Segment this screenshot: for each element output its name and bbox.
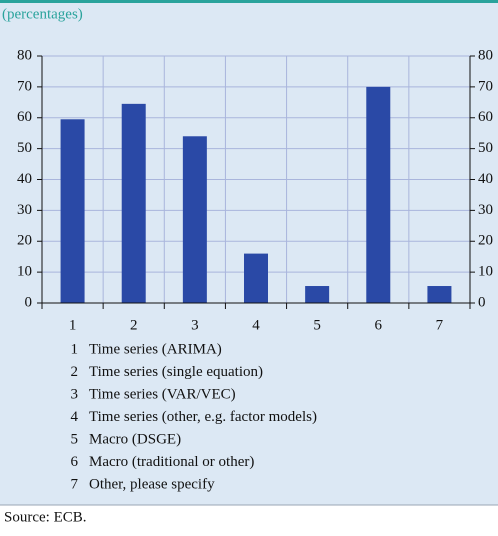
y-tick-label: 70 <box>17 78 32 94</box>
legend-label: Time series (single equation) <box>89 364 263 380</box>
y2-tick-label: 80 <box>478 47 493 63</box>
y-tick-label: 50 <box>17 140 32 156</box>
legend-label: Time series (VAR/VEC) <box>89 386 236 402</box>
y-tick-label: 60 <box>17 109 32 125</box>
legend-label: Macro (DSGE) <box>89 431 181 447</box>
y-tick-label: 0 <box>25 294 33 310</box>
y2-tick-label: 10 <box>478 264 493 280</box>
y-tick-label: 80 <box>17 47 32 63</box>
x-tick-label: 1 <box>69 317 77 333</box>
x-tick-label: 7 <box>436 317 444 333</box>
bar <box>244 253 268 303</box>
bar <box>305 286 330 303</box>
y-tick-label: 20 <box>17 233 32 249</box>
legend-number: 4 <box>71 409 79 425</box>
y-tick-label: 40 <box>17 171 32 187</box>
legend-number: 5 <box>71 431 79 447</box>
legend-number: 2 <box>71 364 79 380</box>
legend-label: Time series (other, e.g. factor models) <box>89 409 317 425</box>
bar <box>427 286 452 303</box>
legend-label: Other, please specify <box>89 476 215 492</box>
y2-tick-label: 30 <box>478 202 493 218</box>
x-tick-label: 5 <box>313 317 321 333</box>
x-tick-label: 6 <box>375 317 383 333</box>
y2-tick-label: 0 <box>478 294 486 310</box>
legend-number: 3 <box>71 386 79 402</box>
y2-tick-label: 20 <box>478 233 493 249</box>
x-tick-label: 3 <box>191 317 199 333</box>
legend-number: 1 <box>71 341 79 357</box>
bar <box>182 136 207 303</box>
y-tick-label: 30 <box>17 202 32 218</box>
source-note: Source: ECB. <box>4 509 87 525</box>
bar <box>60 119 85 303</box>
legend-label: Time series (ARIMA) <box>89 341 222 357</box>
legend-label: Macro (traditional or other) <box>89 454 254 470</box>
y2-tick-label: 50 <box>478 140 493 156</box>
x-tick-label: 4 <box>252 317 260 333</box>
y2-tick-label: 60 <box>478 109 493 125</box>
y2-tick-label: 70 <box>478 78 493 94</box>
bar <box>366 86 391 303</box>
x-tick-label: 2 <box>130 317 138 333</box>
legend-number: 6 <box>71 454 79 470</box>
y-tick-label: 10 <box>17 264 32 280</box>
bar <box>121 103 146 303</box>
chart-subtitle: (percentages) <box>2 6 83 22</box>
legend-number: 7 <box>71 476 79 492</box>
y2-tick-label: 40 <box>478 171 493 187</box>
